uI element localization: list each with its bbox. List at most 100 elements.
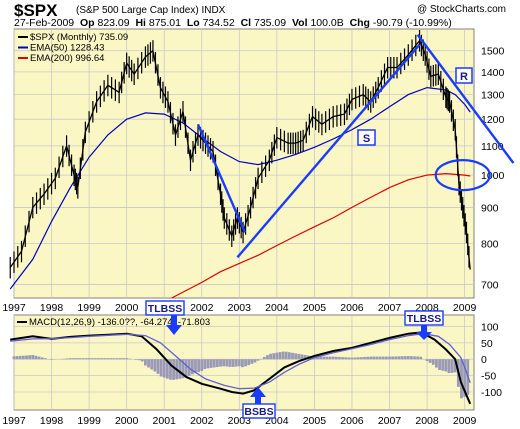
series-line bbox=[9, 86, 471, 290]
histogram-bar bbox=[103, 358, 107, 360]
histogram-bar bbox=[375, 356, 379, 360]
s-annotation: S bbox=[357, 129, 376, 146]
y-tick-label: 100 bbox=[481, 321, 499, 333]
histogram-bar bbox=[262, 356, 266, 360]
histogram-bar bbox=[118, 358, 122, 360]
histogram-bar bbox=[303, 354, 307, 360]
histogram-bar bbox=[269, 353, 272, 360]
histogram-bar bbox=[100, 358, 104, 360]
histogram-bar bbox=[278, 352, 282, 360]
series-line bbox=[9, 39, 471, 270]
histogram-bar bbox=[372, 356, 376, 360]
histogram-bar bbox=[410, 356, 413, 360]
histogram-bar bbox=[50, 359, 53, 360]
up-arrow-icon bbox=[250, 387, 266, 404]
histogram-bar bbox=[419, 356, 423, 360]
r-box bbox=[455, 67, 473, 84]
histogram-bar bbox=[87, 358, 91, 360]
histogram-bar bbox=[34, 355, 38, 360]
histogram-bar bbox=[62, 358, 66, 360]
x-tick-label: 1998 bbox=[40, 415, 64, 427]
y-tick-label: -50 bbox=[481, 371, 496, 383]
histogram-bar bbox=[325, 356, 329, 360]
histogram-bar bbox=[147, 359, 150, 368]
tlbss-left: TLBSS bbox=[145, 300, 185, 335]
x-tick-label: 2000 bbox=[115, 415, 139, 427]
bsbs-label: BSBS bbox=[244, 406, 273, 418]
x-tick-label: 2009 bbox=[453, 415, 477, 427]
histogram-bar bbox=[28, 355, 32, 360]
histogram-bar bbox=[403, 356, 407, 360]
histogram-bar bbox=[234, 359, 238, 367]
y-tick-label: 1300 bbox=[481, 90, 505, 102]
s-label: S bbox=[363, 133, 370, 145]
histogram-bar bbox=[441, 359, 445, 371]
histogram-bar bbox=[406, 356, 410, 360]
x-tick-label: 2005 bbox=[303, 302, 327, 314]
macd-plot-area bbox=[13, 314, 475, 411]
histogram-bar bbox=[353, 357, 357, 360]
x-tick-label: 2009 bbox=[453, 302, 477, 314]
bsbs: BSBS bbox=[242, 387, 276, 419]
histogram-bar bbox=[284, 351, 288, 360]
quote-close: 735.09 bbox=[253, 17, 287, 29]
histogram-bar bbox=[43, 358, 47, 360]
watermark: @ StockCharts.com bbox=[416, 4, 506, 15]
legend-label: EMA(50) 1228.43 bbox=[30, 43, 104, 54]
histogram-bar bbox=[378, 356, 382, 360]
histogram-bar bbox=[150, 359, 154, 370]
tlbss-right-label: TLBSS bbox=[407, 313, 441, 325]
x-tick-label: 2000 bbox=[115, 302, 139, 314]
series-line bbox=[171, 172, 471, 299]
y-tick-label: 700 bbox=[481, 280, 499, 292]
histogram-bar bbox=[237, 359, 241, 367]
x-tick-label: 2005 bbox=[303, 415, 327, 427]
histogram-bar bbox=[231, 359, 235, 367]
histogram-bar bbox=[203, 359, 207, 370]
crossover-ellipse bbox=[434, 159, 491, 192]
histogram-bar bbox=[12, 356, 16, 360]
histogram-bar bbox=[216, 359, 219, 367]
chart-name: (S&P 500 Large Cap Index) INDX bbox=[76, 5, 225, 16]
histogram-bar bbox=[200, 359, 204, 372]
macd-panel: 1997 1998 1999 2000 2001 2002 2003 2004 2005 2006… bbox=[2, 300, 502, 427]
histogram-bar bbox=[391, 356, 395, 360]
histogram-bar bbox=[197, 359, 201, 373]
histogram-bar bbox=[115, 358, 119, 360]
histogram-bar bbox=[15, 356, 19, 360]
histogram-bar bbox=[18, 355, 22, 360]
histogram-bar bbox=[128, 358, 132, 360]
x-tick-label: 2002 bbox=[190, 302, 214, 314]
trendline bbox=[236, 43, 421, 259]
histogram-bar bbox=[206, 359, 210, 369]
macd-label: MACD(12,26,9) -136.0??, -64.274, -71.803 bbox=[29, 317, 210, 328]
histogram-bar bbox=[125, 358, 129, 360]
legend-label: $SPX (Monthly) 735.09 bbox=[30, 32, 128, 43]
histogram-bar bbox=[137, 359, 141, 361]
histogram-bar bbox=[356, 357, 360, 360]
histogram-bar bbox=[162, 359, 166, 378]
histogram-bar bbox=[294, 353, 298, 360]
histogram-bar bbox=[31, 355, 35, 360]
histogram-bar bbox=[394, 356, 398, 360]
histogram-bar bbox=[153, 359, 157, 372]
histogram-bar bbox=[184, 359, 188, 378]
histogram-bar bbox=[68, 358, 72, 360]
x-tick-label: 2003 bbox=[228, 302, 252, 314]
y-tick-label: 900 bbox=[481, 202, 499, 214]
y-tick-label: 1200 bbox=[481, 114, 505, 126]
histogram-bar bbox=[178, 359, 182, 379]
histogram-bar bbox=[319, 356, 323, 360]
histogram-bar bbox=[291, 352, 294, 360]
y-tick-label: 50 bbox=[481, 338, 493, 350]
histogram-bar bbox=[81, 358, 85, 360]
y-tick-label: 1400 bbox=[481, 67, 505, 79]
x-tick-label: 2006 bbox=[340, 415, 364, 427]
histogram-bar bbox=[250, 359, 254, 364]
histogram-bar bbox=[359, 357, 363, 360]
histogram-bar bbox=[25, 355, 28, 360]
x-tick-label: 1999 bbox=[77, 415, 101, 427]
histogram-bar bbox=[212, 359, 216, 368]
x-tick-label: 2006 bbox=[340, 302, 364, 314]
